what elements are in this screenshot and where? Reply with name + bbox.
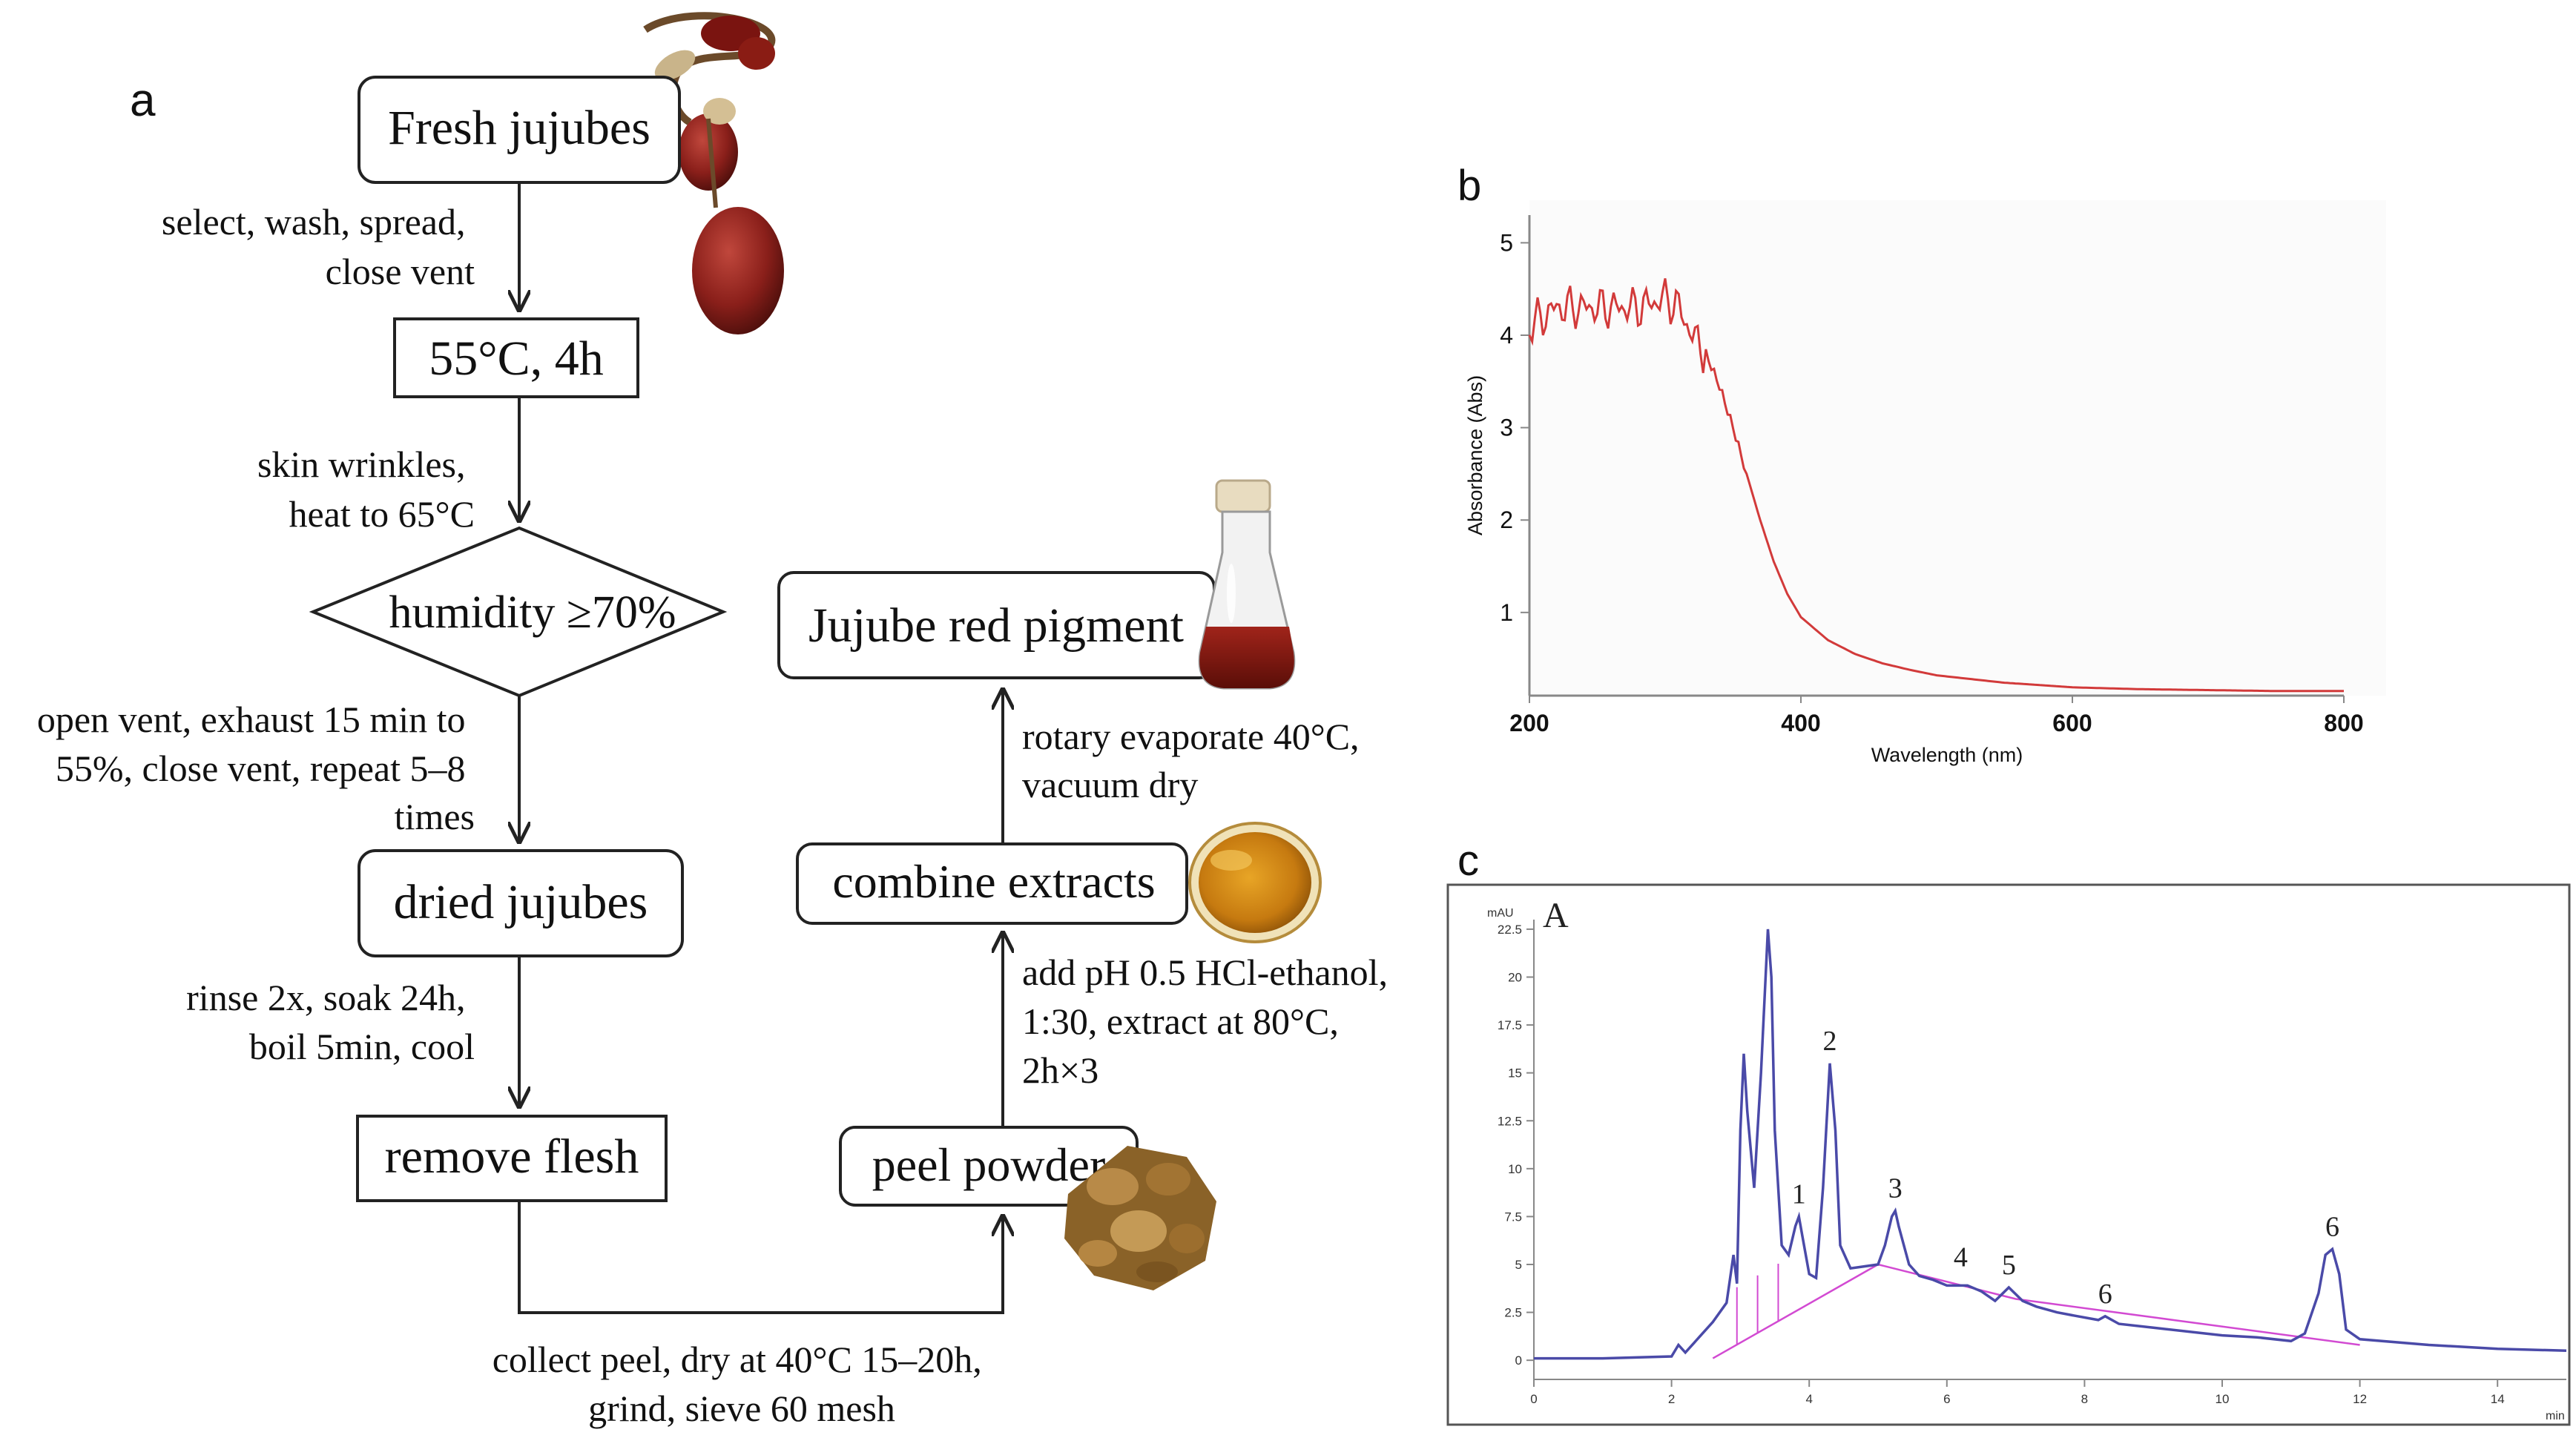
plot-c-ytick-label: 7.5 [1504,1210,1522,1224]
step-select-wash: select, wash, spread, close vent [162,201,475,292]
box-peel-powder-text: peel powder [872,1138,1106,1191]
flask-picture [1198,479,1296,690]
plot-c-ytick-label: 20 [1508,971,1522,985]
plot-c-x-unit: min [2546,1410,2565,1422]
plot-c-xtick-label: 10 [2216,1392,2230,1406]
decision-humidity-text: humidity ≥70% [389,587,676,638]
flow-arrows [519,182,1003,1314]
panel-a-label: a [130,75,156,126]
plot-b-xtick-label: 200 [1509,710,1549,736]
plot-c-xtick-label: 2 [1668,1392,1675,1406]
step-rotary-evaporate: rotary evaporate 40°C, vacuum dry [1022,716,1368,805]
box-fresh-jujubes-text: Fresh jujubes [388,101,650,155]
plot-c-panel-title: A [1543,896,1569,935]
plot-c-ytick-label: 17.5 [1498,1018,1522,1032]
box-remove-flesh [356,1115,668,1202]
step-rinse-soak: rinse 2x, soak 24h, boil 5min, cool [186,977,475,1067]
box-55c-4h [393,317,639,398]
plot-b-xtick-label: 400 [1781,710,1820,736]
plot-c-peak-label: 3 [1888,1173,1903,1204]
step-skin-wrinkles: skin wrinkles, heat to 65°C [257,443,475,535]
plot-c-peak-label: 1 [1792,1178,1806,1210]
plot-c-ytick-label: 0 [1515,1353,1522,1368]
plot-b-ytick-label: 1 [1500,599,1513,626]
plot-c-xtick-label: 12 [2353,1392,2367,1406]
plot-b-xtick-label: 800 [2324,710,2363,736]
plot-c-baseline-line [1712,1263,2360,1359]
plot-b-ytick-label: 5 [1500,229,1513,256]
plot-c-peak-label: 6 [2098,1279,2112,1310]
plot-c-peak-label: 4 [1954,1242,1968,1273]
panel-a: a Fresh jujubes 55°C, 4h humidity ≥70% d… [37,12,1397,1429]
plot-b-y-label: Absorbance (Abs) [1464,375,1486,535]
plot-b-ytick-label: 4 [1500,322,1513,349]
plot-c-chromatogram-line [1534,929,2567,1360]
plot-c-peak-label: 2 [1823,1026,1837,1057]
plot-c-xtick-label: 8 [2081,1392,2088,1406]
plot-c-xtick-label: 4 [1805,1392,1812,1406]
plot-c-ytick-label: 5 [1515,1258,1522,1272]
plot-c-ytick-label: 15 [1508,1066,1522,1081]
plot-b-x-label: Wavelength (nm) [1871,744,2023,766]
box-jujube-red-pigment-text: Jujube red pigment [808,598,1184,653]
peel-pile-picture [1064,1146,1216,1290]
plot-c-ytick-label: 12.5 [1498,1114,1522,1128]
extract-dish-picture [1188,822,1322,943]
plot-c-ytick-label: 2.5 [1504,1306,1522,1320]
plot-b-ytick-label: 2 [1500,507,1513,533]
box-combine-extracts [796,842,1188,925]
panel-b-label: b [1457,162,1481,210]
box-combine-extracts-text: combine extracts [832,855,1155,908]
plot-b-xtick-label: 600 [2052,710,2092,736]
plot-c-xtick-label: 6 [1943,1392,1950,1406]
box-remove-flesh-text: remove flesh [385,1129,639,1184]
box-55c-4h-text: 55°C, 4h [429,332,603,386]
plot-c-ytick-label: 10 [1508,1162,1522,1176]
plot-c-frame [1446,883,2571,1426]
step-open-vent: open vent, exhaust 15 min to 55%, close … [37,699,475,837]
plot-c-xtick-label: 0 [1530,1392,1537,1406]
plot-b-ytick-label: 3 [1500,415,1513,441]
panel-b: b 1 2 3 4 5 200 400 600 800 Absorbance (Abs) Wa… [1457,162,2386,766]
jujube-branch-picture [643,12,784,334]
step-collect-peel: collect peel, dry at 40°C 15–20h, grind,… [493,1339,992,1429]
plot-c-peak-label: 5 [2002,1250,2016,1281]
plot-b-background [1529,200,2386,696]
plot-c-peak-label: 6 [2325,1211,2339,1242]
plot-c-ytick-label: 22.5 [1498,923,1522,937]
plot-c-xtick-label: 14 [2491,1392,2505,1406]
plot-b-spectrum-line [1528,278,2344,693]
box-dried-jujubes-text: dried jujubes [394,875,648,929]
panel-c-label: c [1457,837,1479,885]
plot-c-y-unit: mAU [1487,907,1514,920]
step-add-hcl-ethanol: add pH 0.5 HCl-ethanol, 1:30, extract at… [1022,951,1397,1091]
